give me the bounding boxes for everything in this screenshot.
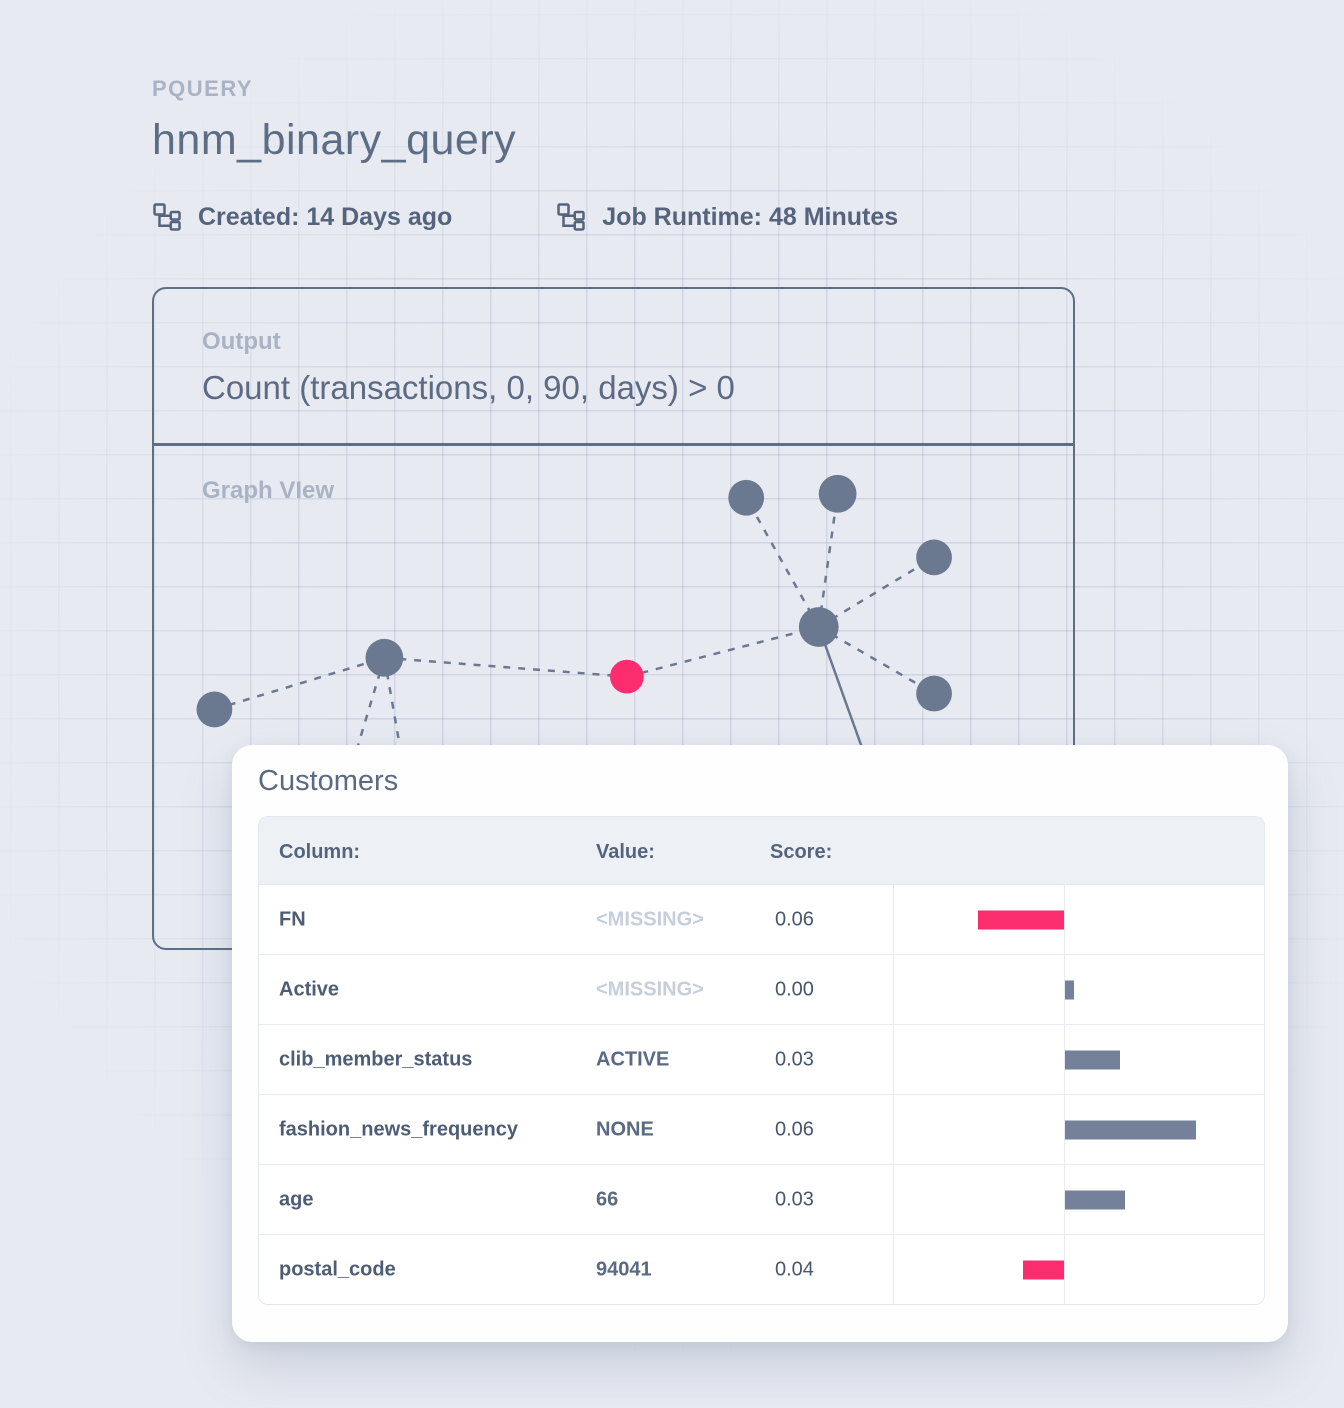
graph-node[interactable] [798, 607, 839, 647]
page-header: PQUERY hnm_binary_query [152, 76, 516, 165]
query-panel: Output Count (transactions, 0, 90, days)… [152, 287, 1075, 950]
graph-edge [214, 656, 385, 711]
graph-edge [745, 497, 820, 628]
graph-node[interactable] [818, 474, 857, 513]
graph-node[interactable] [728, 479, 765, 516]
row-column-name: clib_member_status [279, 1048, 473, 1070]
chart-axis-line [1064, 885, 1065, 1304]
row-score-bar [1065, 1120, 1196, 1139]
header-score: Score: [770, 841, 833, 863]
row-score: 0.06 [775, 1118, 814, 1140]
row-value: 66 [596, 1188, 619, 1210]
table-row: fashion_news_frequency NONE 0.06 [259, 1095, 1264, 1165]
row-score-bar [1065, 1190, 1125, 1209]
page-title: hnm_binary_query [152, 116, 517, 164]
graph-node[interactable] [916, 675, 952, 712]
customers-card: Customers Column: Value: Score: FN <MISS… [232, 745, 1288, 1342]
row-score: 0.03 [775, 1048, 814, 1070]
row-value: 94041 [596, 1258, 652, 1280]
graph-edge [626, 625, 820, 678]
graph-node[interactable] [196, 691, 233, 728]
row-score: 0.06 [775, 908, 814, 930]
chart-split-line [893, 885, 894, 1304]
meta-row: Created: 14 Days ago Job Runtime: 48 Min… [152, 202, 898, 232]
graph-node[interactable] [365, 638, 404, 677]
header-column: Column: [279, 841, 361, 863]
graph-edge [818, 556, 935, 629]
row-column-name: Active [279, 978, 340, 1000]
table-header: Column: Value: Score: [259, 817, 1264, 885]
table-row: postal_code 94041 0.04 [259, 1235, 1264, 1304]
table-body: FN <MISSING> 0.06 Active <MISSING> 0.00 … [259, 885, 1264, 1304]
output-expression: Count (transactions, 0, 90, days) > 0 [202, 369, 735, 406]
runtime-label: Job Runtime: 48 Minutes [602, 202, 899, 231]
graph-view-label: Graph VIew [202, 477, 335, 504]
row-score: 0.03 [775, 1188, 814, 1210]
row-value: <MISSING> [596, 978, 704, 1000]
table-row: Active <MISSING> 0.00 [259, 955, 1264, 1025]
graph-edge [817, 626, 868, 761]
row-score-bar [1023, 1260, 1064, 1279]
row-score: 0.04 [775, 1258, 814, 1280]
row-column-name: fashion_news_frequency [279, 1118, 518, 1140]
panel-divider [154, 443, 1073, 446]
runtime-meta: Job Runtime: 48 Minutes [556, 202, 898, 232]
tree-icon [557, 203, 586, 231]
graph-svg [196, 474, 952, 761]
created-label: Created: 14 Days ago [198, 202, 453, 231]
row-value: <MISSING> [596, 908, 704, 930]
row-value: NONE [596, 1118, 654, 1140]
eyebrow-label: PQUERY [152, 76, 254, 101]
graph-node-highlighted[interactable] [610, 659, 644, 694]
customers-table: Column: Value: Score: FN <MISSING> 0.06 … [258, 816, 1265, 1305]
row-score-bar [1065, 1050, 1120, 1069]
row-column-name: age [279, 1188, 314, 1210]
row-score: 0.00 [775, 978, 814, 1000]
row-score-bar [978, 910, 1064, 929]
table-row: clib_member_status ACTIVE 0.03 [259, 1025, 1264, 1095]
graph-edge [818, 625, 935, 695]
graph-edge [384, 656, 628, 678]
card-title: Customers [258, 765, 399, 797]
row-column-name: postal_code [279, 1258, 396, 1280]
tree-icon [153, 203, 181, 231]
output-section-label: Output [202, 328, 281, 355]
table-row: age 66 0.03 [259, 1165, 1264, 1235]
graph-node[interactable] [916, 539, 952, 576]
row-score-bar [1065, 980, 1074, 999]
header-value: Value: [596, 841, 655, 863]
graph-edge [817, 493, 839, 628]
row-value: ACTIVE [596, 1048, 670, 1070]
row-column-name: FN [279, 908, 306, 930]
table-row: FN <MISSING> 0.06 [259, 885, 1264, 955]
created-meta: Created: 14 Days ago [152, 202, 452, 232]
